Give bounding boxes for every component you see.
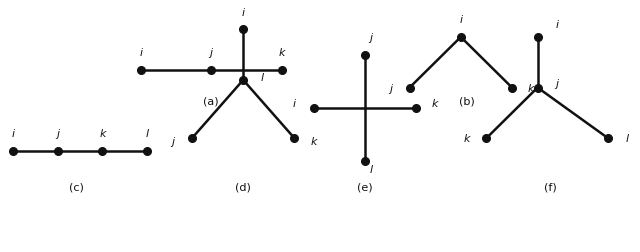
Text: j: j: [556, 78, 558, 88]
Text: l: l: [370, 164, 372, 174]
Text: j: j: [172, 136, 174, 146]
Text: j: j: [370, 33, 372, 43]
Text: j: j: [210, 48, 212, 58]
Text: k: k: [464, 134, 470, 144]
Text: (e): (e): [357, 181, 372, 192]
Text: (d): (d): [236, 181, 251, 192]
Text: j: j: [389, 83, 392, 93]
Text: k: k: [432, 98, 438, 108]
Text: i: i: [556, 20, 558, 30]
Text: (f): (f): [544, 181, 557, 192]
Text: k: k: [310, 136, 317, 146]
Text: l: l: [626, 134, 628, 144]
Text: i: i: [460, 15, 462, 25]
Text: k: k: [528, 83, 534, 93]
Text: l: l: [146, 129, 148, 139]
Text: l: l: [261, 73, 264, 83]
Text: i: i: [140, 48, 142, 58]
Text: k: k: [278, 48, 285, 58]
Text: i: i: [242, 8, 244, 18]
Text: (c): (c): [69, 181, 84, 192]
Text: j: j: [56, 129, 59, 139]
Text: k: k: [99, 129, 106, 139]
Text: i: i: [12, 129, 14, 139]
Text: i: i: [293, 98, 296, 108]
Text: (a): (a): [204, 96, 219, 106]
Text: (b): (b): [460, 96, 475, 106]
